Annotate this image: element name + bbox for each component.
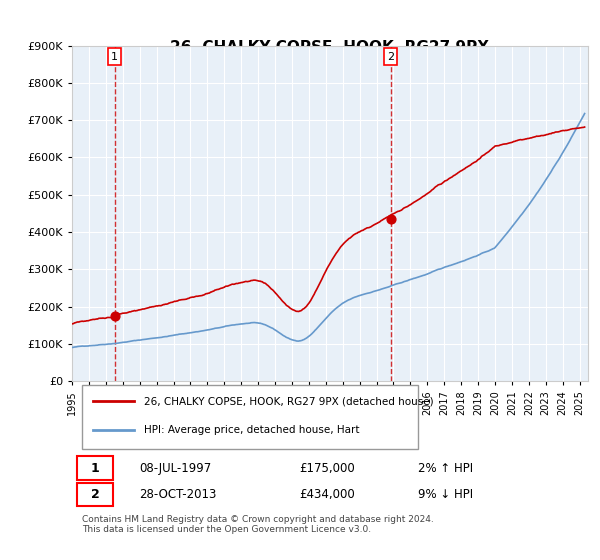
Text: 08-JUL-1997: 08-JUL-1997: [139, 461, 211, 474]
Text: 2% ↑ HPI: 2% ↑ HPI: [418, 461, 473, 474]
Text: HPI: Average price, detached house, Hart: HPI: Average price, detached house, Hart: [144, 425, 360, 435]
Text: Contains HM Land Registry data © Crown copyright and database right 2024.
This d: Contains HM Land Registry data © Crown c…: [82, 515, 434, 534]
Text: £175,000: £175,000: [299, 461, 355, 474]
FancyBboxPatch shape: [77, 483, 113, 506]
Text: 28-OCT-2013: 28-OCT-2013: [139, 488, 217, 501]
Text: 1: 1: [91, 461, 100, 474]
Point: [110, 311, 119, 320]
Text: Price paid vs. HM Land Registry's House Price Index (HPI): Price paid vs. HM Land Registry's House …: [151, 48, 509, 60]
Text: 26, CHALKY COPSE, HOOK, RG27 9PX: 26, CHALKY COPSE, HOOK, RG27 9PX: [170, 40, 490, 55]
FancyBboxPatch shape: [82, 385, 418, 449]
Text: 9% ↓ HPI: 9% ↓ HPI: [418, 488, 473, 501]
Text: 2: 2: [91, 488, 100, 501]
Text: 1: 1: [111, 52, 118, 62]
Text: 2: 2: [387, 52, 394, 62]
Text: £434,000: £434,000: [299, 488, 355, 501]
FancyBboxPatch shape: [77, 456, 113, 480]
Point: [386, 215, 395, 224]
Text: 26, CHALKY COPSE, HOOK, RG27 9PX (detached house): 26, CHALKY COPSE, HOOK, RG27 9PX (detach…: [144, 396, 434, 406]
